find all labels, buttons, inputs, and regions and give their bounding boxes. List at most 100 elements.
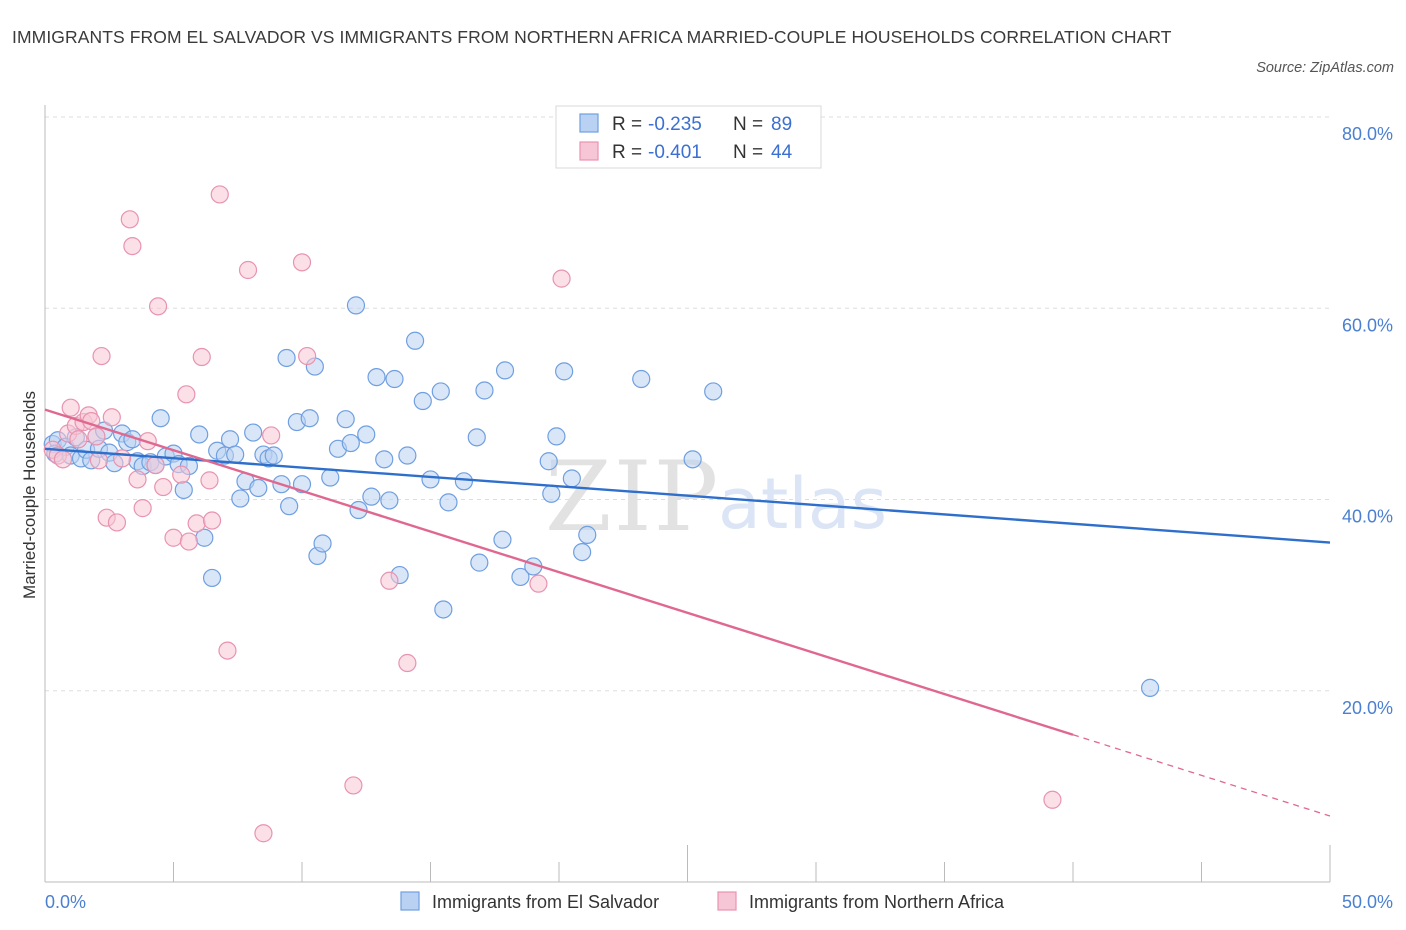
point-el-salvador-88 [1140,678,1160,697]
legend-n-value-b: 44 [771,142,793,163]
point-el-salvador-73 [475,381,494,400]
point-northern-africa-30 [192,347,211,367]
y-tick-label-80: 80.0% [1342,124,1393,144]
point-el-salvador-64 [405,331,425,350]
point-el-salvador-76 [511,567,530,587]
point-el-salvador-78 [539,452,558,471]
chart-source: Source: ZipAtlas.com [1256,60,1394,76]
point-el-salvador-32 [220,430,240,449]
point-el-salvador-71 [467,428,486,447]
point-northern-africa-40 [344,776,363,795]
point-el-salvador-34 [231,489,250,508]
point-northern-africa-42 [398,653,417,673]
point-northern-africa-16 [112,449,132,468]
legend-n-value-a: 89 [771,114,792,135]
point-el-salvador-63 [398,446,417,465]
point-northern-africa-33 [210,185,229,204]
point-el-salvador-61 [385,369,404,389]
x-tick-label-min: 0.0% [45,892,86,912]
point-el-salvador-70 [454,472,474,491]
point-northern-africa-18 [123,236,142,256]
point-el-salvador-33 [226,445,245,464]
point-northern-africa-34 [218,641,237,660]
series-northern-africa-points [43,185,1062,843]
point-el-salvador-57 [362,487,381,506]
y-tick-label-20: 20.0% [1342,698,1393,718]
legend-swatch-el-salvador [579,113,599,133]
point-el-salvador-40 [264,446,283,465]
point-el-salvador-79 [542,484,561,503]
point-northern-africa-6 [69,430,88,449]
point-el-salvador-74 [493,530,512,549]
point-northern-africa-15 [107,513,127,532]
y-tick-label-40: 40.0% [1342,507,1393,527]
point-northern-africa-24 [154,477,173,497]
point-northern-africa-41 [380,571,399,590]
point-el-salvador-72 [470,553,489,572]
y-tick-labels: 20.0% 40.0% 60.0% 80.0% [1342,124,1393,718]
point-northern-africa-25 [164,528,183,547]
legend-n-label-a: N = [733,114,763,135]
trend-line-extension-northern-africa [1072,734,1331,817]
watermark: ZIP atlas [545,441,887,553]
point-el-salvador-58 [367,368,386,387]
point-northern-africa-23 [148,297,168,316]
point-el-salvador-29 [202,568,222,588]
grid [45,116,1330,692]
bottom-legend: Immigrants from El Salvador Immigrants f… [400,891,1005,912]
point-northern-africa-43 [529,574,548,593]
point-el-salvador-86 [683,450,702,469]
point-northern-africa-37 [262,426,281,445]
trend-line-el-salvador [44,447,1331,544]
point-el-salvador-54 [346,296,366,315]
point-northern-africa-38 [292,253,312,272]
point-northern-africa-26 [172,465,191,484]
top-legend-box [555,105,822,169]
point-el-salvador-67 [431,382,450,401]
point-el-salvador-68 [434,600,453,619]
axes [44,105,1331,883]
point-northern-africa-27 [177,385,196,404]
point-el-salvador-27 [190,425,209,444]
top-legend: R = -0.235 N = 89 R = -0.401 N = 44 [555,105,822,169]
point-northern-africa-19 [128,470,147,489]
legend-r-value-a: -0.235 [648,114,702,135]
legend-r-value-b: -0.401 [648,142,702,163]
point-northern-africa-31 [200,471,219,490]
point-el-salvador-50 [321,468,340,487]
bottom-legend-label-northern-africa: Immigrants from Northern Africa [749,892,1005,912]
point-northern-africa-36 [254,824,273,843]
point-el-salvador-60 [380,491,399,510]
legend-r-label-b: R = [612,142,642,163]
legend-n-label-b: N = [733,142,763,163]
point-el-salvador-21 [151,409,170,428]
point-northern-africa-29 [187,514,206,533]
point-el-salvador-65 [413,391,432,411]
point-el-salvador-69 [439,493,458,512]
point-el-salvador-25 [174,480,193,500]
point-el-salvador-53 [341,433,360,453]
point-el-salvador-43 [280,497,299,516]
point-el-salvador-49 [313,534,332,553]
point-northern-africa-10 [87,427,106,446]
point-el-salvador-36 [244,423,263,442]
y-tick-label-60: 60.0% [1342,315,1393,335]
series-el-salvador-points [43,296,1160,697]
point-el-salvador-66 [421,470,440,489]
y-axis-label: Married-couple Households [20,391,39,599]
point-el-salvador-56 [357,425,376,444]
point-northern-africa-22 [146,455,165,475]
point-northern-africa-39 [298,346,317,366]
point-el-salvador-87 [704,382,723,401]
point-el-salvador-82 [562,469,581,488]
point-northern-africa-2 [53,450,73,469]
x-tick-label-max: 50.0% [1342,892,1393,912]
point-el-salvador-42 [277,348,296,368]
point-northern-africa-17 [120,210,139,229]
point-el-salvador-80 [547,427,566,446]
point-el-salvador-83 [573,542,592,562]
legend-r-label-a: R = [612,114,642,135]
trend-line-northern-africa [44,408,1074,736]
trend-lines [44,408,1331,817]
